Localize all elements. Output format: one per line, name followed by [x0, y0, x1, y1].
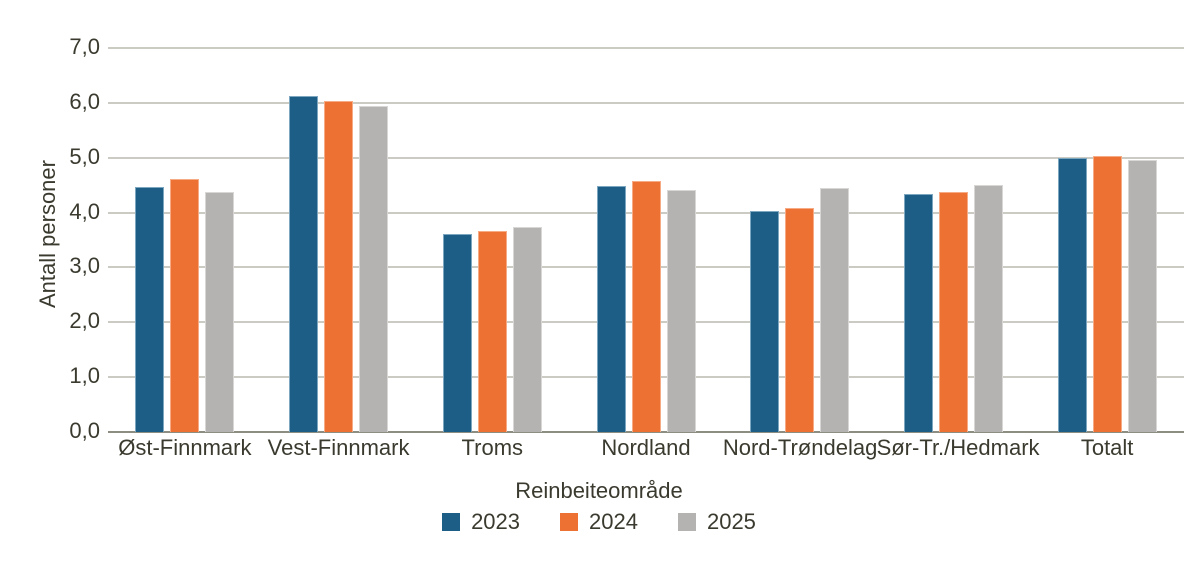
x-category-label: Troms — [461, 435, 524, 460]
bar — [477, 230, 507, 432]
y-tick-label: 2,0 — [69, 308, 100, 334]
bar — [442, 233, 472, 432]
legend-swatch-icon — [677, 513, 696, 531]
legend: 2023 2024 2025 — [0, 508, 1198, 536]
bar — [359, 105, 389, 432]
x-category-label: Nord-Trøndelag — [722, 435, 878, 460]
bar — [973, 185, 1003, 432]
bar — [938, 191, 968, 432]
y-tick-label: 1,0 — [69, 363, 100, 389]
bar — [289, 96, 319, 432]
x-category-label: Øst-Finnmark — [118, 435, 252, 460]
bar — [512, 226, 542, 432]
y-tick-label: 5,0 — [69, 143, 100, 169]
bar — [785, 208, 815, 432]
gridline — [108, 47, 1184, 49]
x-axis-line — [108, 431, 1184, 433]
x-category-label: Sør-Tr./Hedmark — [876, 435, 1040, 460]
bar — [750, 210, 780, 432]
legend-label: 2025 — [706, 509, 756, 534]
bar — [324, 100, 354, 432]
bar — [903, 193, 933, 432]
gridline — [108, 101, 1184, 104]
x-category-label: Vest-Finnmark — [267, 435, 410, 460]
legend-item-2024: 2024 — [560, 509, 638, 535]
legend-swatch-icon — [442, 513, 461, 531]
y-tick-label: 0,0 — [69, 418, 100, 443]
bar — [170, 179, 200, 432]
legend-item-2025: 2025 — [677, 509, 756, 535]
legend-swatch-icon — [560, 513, 579, 531]
legend-item-2023: 2023 — [442, 509, 520, 535]
x-category-label: Totalt — [1080, 435, 1134, 460]
x-axis-title: Reinbeiteområde — [515, 478, 683, 503]
bar — [1127, 159, 1157, 432]
y-tick-label: 4,0 — [69, 198, 100, 224]
bar — [135, 187, 165, 432]
bar — [1092, 155, 1122, 432]
y-tick-label: 3,0 — [69, 253, 100, 279]
bar — [1057, 157, 1087, 432]
y-axis-title: Antall personer — [35, 160, 60, 308]
bar — [666, 189, 696, 432]
bar — [631, 181, 661, 432]
legend-label: 2023 — [471, 509, 521, 534]
y-tick-label: 7,0 — [69, 34, 100, 59]
bar — [205, 191, 235, 432]
legend-label: 2024 — [589, 509, 638, 534]
gridline — [108, 156, 1184, 159]
bar — [820, 188, 850, 432]
y-tick-label: 6,0 — [69, 88, 100, 114]
bar — [596, 185, 626, 432]
x-category-label: Nordland — [601, 435, 691, 460]
